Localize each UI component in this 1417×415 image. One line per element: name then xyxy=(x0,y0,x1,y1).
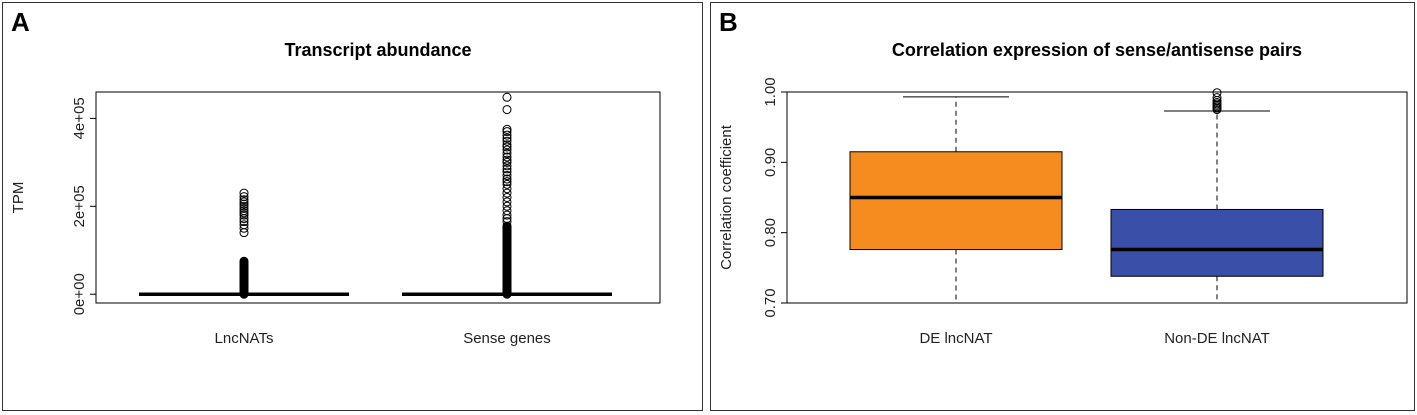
outlier-point xyxy=(502,130,512,140)
outlier-point xyxy=(502,179,512,189)
outlier-point xyxy=(502,149,512,159)
panel-label: A xyxy=(11,7,30,37)
outlier-point xyxy=(239,201,249,211)
outlier-point xyxy=(502,184,512,194)
outlier-point xyxy=(502,92,512,102)
panel-label: B xyxy=(719,7,738,37)
y-tick-label: 0.90 xyxy=(762,148,779,177)
outlier-point xyxy=(502,167,512,177)
x-category-label: DE lncNAT xyxy=(919,330,992,347)
chart-transcript-abundance: Transcript abundance 0e+00 2e+05 4e+05 TPM Ln… xyxy=(10,40,661,347)
outlier-point xyxy=(502,217,512,227)
outlier-point xyxy=(239,188,249,198)
outlier-point xyxy=(502,210,512,220)
x-category-label: LncNATs xyxy=(215,330,274,347)
outlier-point xyxy=(1212,98,1222,108)
outlier-point xyxy=(502,161,512,171)
outlier-point xyxy=(239,210,249,220)
outlier-point xyxy=(239,206,249,216)
outlier-point xyxy=(502,164,512,174)
plot-area xyxy=(95,91,661,304)
chart-title: Correlation expression of sense/antisens… xyxy=(892,40,1302,60)
chart-title: Transcript abundance xyxy=(284,40,471,60)
outlier-point xyxy=(502,145,512,155)
outlier-point xyxy=(502,197,512,207)
outlier-point xyxy=(239,220,249,230)
y-axis-label: Correlation coefficient xyxy=(718,124,735,270)
outlier-point xyxy=(239,197,249,207)
outlier-point xyxy=(502,157,512,167)
y-tick-label: 1.00 xyxy=(762,77,779,106)
outlier-point xyxy=(239,199,249,209)
outlier-point xyxy=(502,193,512,202)
outlier-point xyxy=(502,188,512,198)
x-category-label: Non-DE lncNAT xyxy=(1164,330,1270,347)
y-tick-label: 4e+05 xyxy=(71,97,88,139)
box-iqr xyxy=(1110,208,1324,277)
outlier-point xyxy=(502,171,512,181)
outlier-point xyxy=(1212,88,1222,98)
panel-a: A Transcript abundance 0e+00 2e+05 4e+05 TPM… xyxy=(2,2,703,411)
chart-correlation-expression: Correlation expression of sense/antisens… xyxy=(718,40,1408,347)
outlier-point xyxy=(239,195,249,205)
outlier-point xyxy=(502,124,512,134)
y-tick-label: 0.80 xyxy=(762,218,779,247)
outlier-point xyxy=(239,208,249,218)
outlier-point xyxy=(502,142,512,152)
outlier-point xyxy=(502,127,512,137)
outlier-point xyxy=(502,133,512,143)
panel-b: B Correlation expression of sense/antise… xyxy=(710,2,1415,411)
y-axis-label: TPM xyxy=(10,182,27,214)
outlier-point xyxy=(239,223,249,233)
y-tick-label: 2e+05 xyxy=(71,185,88,227)
outlier-point xyxy=(502,174,512,184)
outlier-point xyxy=(502,140,512,150)
outlier-point xyxy=(239,203,249,213)
box-iqr xyxy=(849,151,1063,251)
outlier-point xyxy=(239,217,249,227)
outlier-point xyxy=(502,206,512,216)
outlier-point xyxy=(502,136,512,146)
y-tick-label: 0e+00 xyxy=(71,273,88,315)
outlier-point xyxy=(502,155,512,165)
outlier-point xyxy=(502,105,512,115)
y-tick-label: 0.70 xyxy=(762,288,779,317)
outlier-point xyxy=(502,177,512,187)
outlier-point xyxy=(1212,93,1222,103)
outlier-point xyxy=(502,201,512,211)
x-category-label: Sense genes xyxy=(463,330,551,347)
outlier-point xyxy=(502,152,512,162)
outlier-point xyxy=(239,192,249,202)
